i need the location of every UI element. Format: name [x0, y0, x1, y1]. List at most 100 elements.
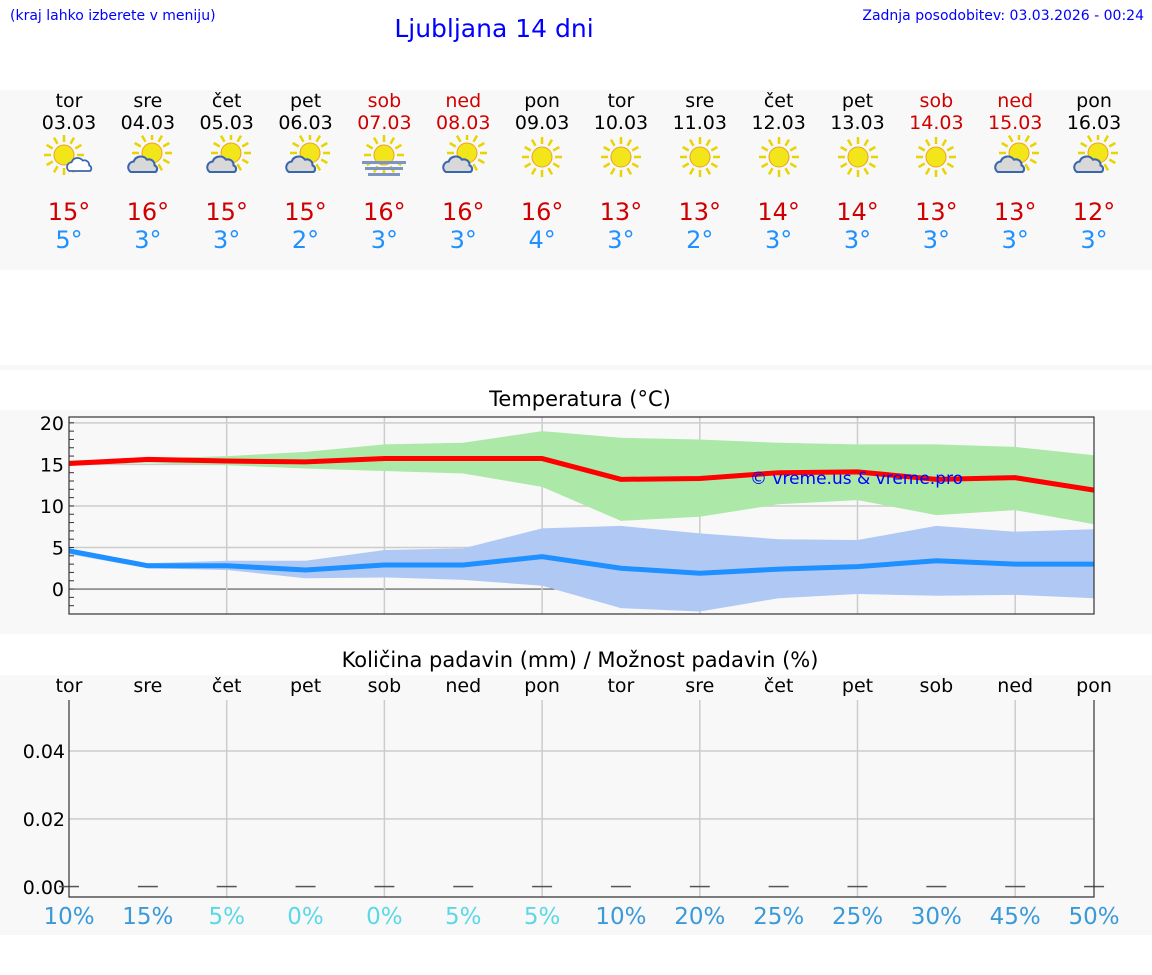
sun-icon [739, 135, 819, 181]
precipitation-chart-title: Količina padavin (mm) / Možnost padavin … [341, 648, 819, 672]
sun-icon [660, 135, 740, 181]
high-temp: 16° [441, 198, 485, 226]
min-temp-range-band [69, 525, 1095, 612]
precip-day-name: pet [841, 675, 874, 697]
last-update: Zadnja posodobitev: 03.03.2026 - 00:24 [862, 8, 1144, 24]
day-name: pet [841, 90, 874, 112]
day-date: 05.03 [199, 112, 254, 134]
high-temp: 16° [126, 198, 170, 226]
day-name: čet [763, 90, 794, 112]
high-temp: 12° [1072, 198, 1116, 226]
low-temp: 3° [607, 226, 635, 254]
y-tick-label: 5 [52, 538, 64, 560]
high-temp: 13° [993, 198, 1037, 226]
precip-bar [374, 885, 395, 888]
low-temp: 3° [843, 226, 872, 254]
low-temp: 3° [449, 226, 477, 254]
y-tick-label: 0.04 [23, 741, 65, 763]
precipitation-panel [0, 675, 1152, 935]
high-temp: 15° [205, 198, 248, 226]
location-menu-hint: (kraj lahko izberete v meniju) [10, 8, 216, 24]
day-name: ned [445, 90, 482, 112]
sun-icon [502, 135, 582, 181]
precip-bar [926, 885, 947, 888]
precip-bar [453, 885, 474, 888]
partly-cloudy-icon [266, 133, 346, 181]
sun-small-cloud-icon [29, 135, 109, 181]
precip-chance: 20% [674, 904, 726, 930]
precip-bar [532, 885, 553, 888]
max-temp-line [68, 456, 1095, 493]
precip-day-name: tor [55, 675, 83, 697]
precip-chance: 25% [753, 904, 805, 930]
precip-chance: 50% [1068, 904, 1120, 930]
high-temp: 15° [47, 198, 91, 226]
precip-day-name: ned [445, 675, 482, 697]
precip-bar [1005, 885, 1026, 888]
precip-chance: 30% [910, 904, 962, 930]
day-date: 16.03 [1066, 112, 1122, 134]
precip-day-name: sob [919, 675, 954, 697]
precip-chance: 45% [989, 904, 1041, 930]
day-name: tor [607, 90, 635, 112]
precip-bar [216, 885, 237, 888]
day-name: sre [685, 90, 715, 112]
low-temp: 3° [370, 226, 399, 254]
high-temp: 14° [836, 198, 879, 226]
max-temp-range-band [69, 431, 1095, 525]
divider [0, 365, 1152, 370]
low-temp: 2° [686, 226, 714, 254]
y-tick-label: 20 [40, 413, 64, 435]
high-temp: 13° [678, 198, 722, 226]
day-name: pon [1076, 90, 1112, 112]
precip-chance: 5% [523, 904, 561, 930]
day-date: 06.03 [278, 112, 333, 134]
partly-cloudy-icon [423, 133, 503, 181]
day-name: sob [919, 90, 954, 112]
low-temp: 4° [528, 226, 556, 254]
low-temp: 2° [291, 226, 320, 254]
day-date: 11.03 [672, 112, 727, 134]
precip-day-name: tor [607, 675, 635, 697]
y-tick-label: 0 [52, 579, 64, 601]
precip-bar [768, 885, 789, 888]
precip-bar [847, 885, 868, 888]
partly-cloudy-icon [1054, 133, 1134, 181]
precip-chance: 15% [122, 904, 174, 930]
day-date: 13.03 [830, 112, 885, 134]
day-date: 10.03 [593, 112, 649, 134]
partly-cloudy-icon [975, 133, 1055, 181]
high-temp: 16° [520, 198, 564, 226]
sun-icon [581, 135, 661, 181]
precip-day-name: pon [1076, 675, 1112, 697]
precip-bar [295, 885, 316, 888]
low-temp: 5° [55, 226, 83, 254]
day-name: čet [211, 90, 242, 112]
day-date: 08.03 [436, 112, 491, 134]
precip-chance: 5% [208, 904, 245, 930]
precip-chance: 25% [831, 904, 884, 930]
forecast-strip [0, 90, 1152, 270]
precip-day-name: ned [997, 675, 1034, 697]
precip-bar [137, 885, 158, 888]
high-temp: 15° [284, 198, 327, 226]
high-temp: 13° [915, 198, 958, 226]
y-tick-label: 15 [40, 454, 64, 476]
day-date: 09.03 [514, 112, 570, 134]
sun-icon [896, 135, 976, 181]
high-temp: 16° [363, 198, 406, 226]
min-temp-line [68, 548, 1095, 576]
partly-cloudy-icon [108, 133, 188, 181]
day-date: 03.03 [41, 112, 97, 134]
y-tick-label: 10 [40, 496, 64, 518]
precip-day-name: sre [133, 675, 163, 697]
day-name: pon [524, 90, 560, 112]
low-temp: 3° [1001, 226, 1029, 254]
low-temp: 3° [134, 226, 162, 254]
precip-bar [610, 885, 631, 888]
partly-cloudy-icon [187, 133, 267, 181]
precip-day-name: sob [367, 675, 402, 697]
plot-frame [68, 700, 1095, 898]
